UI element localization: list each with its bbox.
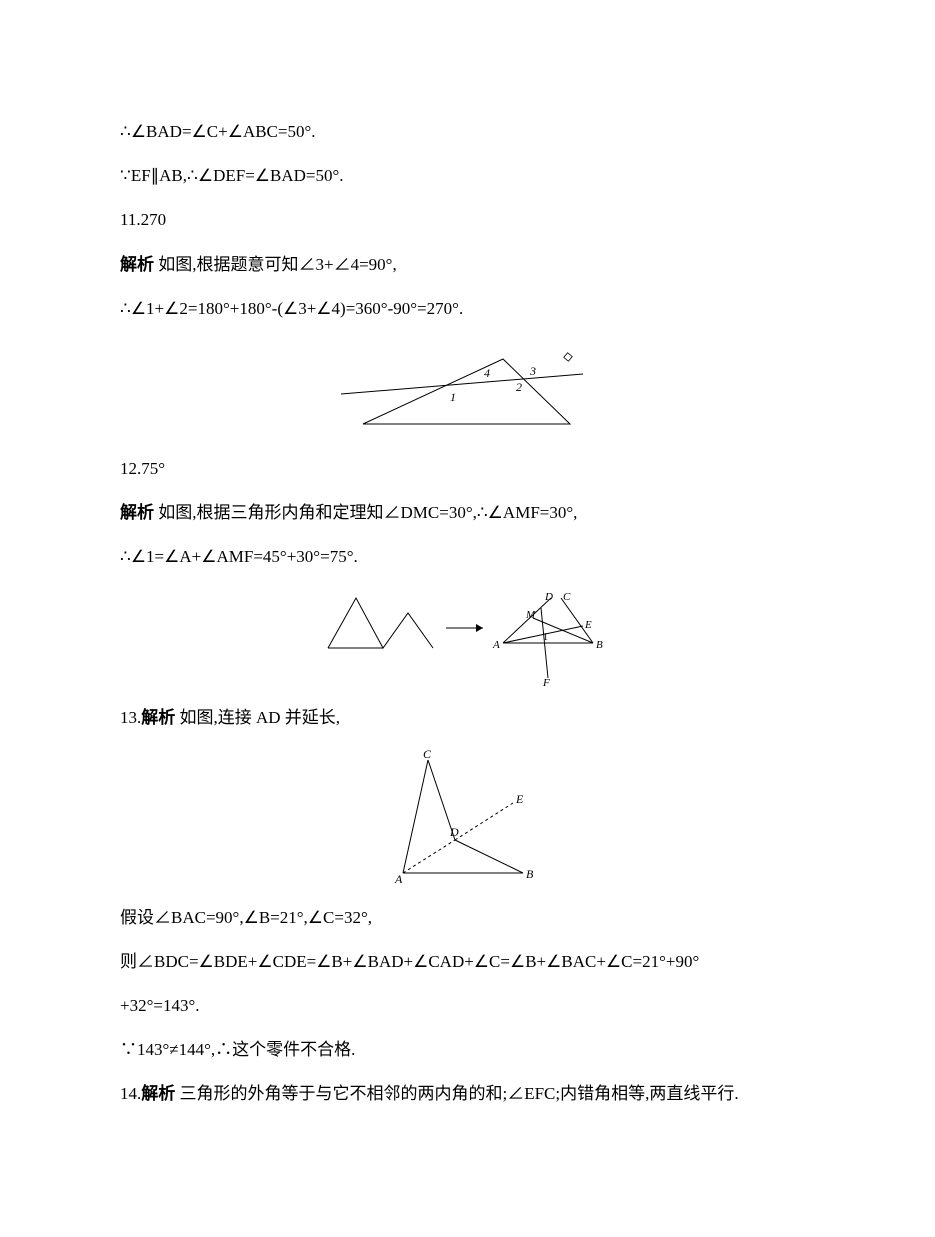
text-prefix: 14. [120, 1084, 141, 1103]
bold-prefix: 解析 [141, 1084, 175, 1103]
svg-text:2: 2 [516, 380, 522, 394]
figure-13: A B C D E [120, 748, 815, 888]
svg-text:C: C [563, 591, 571, 603]
text-line: 解析 如图,根据题意可知∠3+∠4=90°, [120, 243, 815, 287]
svg-text:C: C [423, 748, 432, 761]
svg-text:A: A [394, 872, 403, 886]
text-line: 13.解析 如图,连接 AD 并延长, [120, 696, 815, 740]
text-line: 解析 如图,根据三角形内角和定理知∠DMC=30°,∴∠AMF=30°, [120, 491, 815, 535]
text-line: 则∠BDC=∠BDE+∠CDE=∠B+∠BAD+∠CAD+∠C=∠B+∠BAC+… [120, 940, 815, 984]
bold-prefix: 解析 [120, 503, 154, 522]
svg-text:A: A [492, 639, 500, 651]
text-prefix: 13. [120, 708, 141, 727]
text-line: 14.解析 三角形的外角等于与它不相邻的两内角的和;∠EFC;内错角相等,两直线… [120, 1072, 815, 1116]
text-segment: 如图,连接 AD 并延长, [175, 708, 340, 727]
bold-prefix: 解析 [141, 708, 175, 727]
text-segment: 如图,根据题意可知∠3+∠4=90°, [154, 255, 397, 274]
svg-text:M: M [525, 609, 536, 621]
text-segment: 三角形的外角等于与它不相邻的两内角的和;∠EFC;内错角相等,两直线平行. [175, 1084, 738, 1103]
svg-text:1: 1 [543, 632, 548, 643]
text-line: ∵143°≠144°,∴这个零件不合格. [120, 1028, 815, 1072]
svg-text:B: B [596, 639, 603, 651]
svg-text:D: D [544, 591, 553, 603]
svg-text:E: E [584, 619, 592, 631]
figure-11: 1 2 3 4 [120, 339, 815, 439]
figure-12: A B C D E F M 1 [120, 588, 815, 688]
text-line: 11.270 [120, 198, 815, 242]
text-line: 假设∠BAC=90°,∠B=21°,∠C=32°, [120, 896, 815, 940]
text-line: ∴∠1+∠2=180°+180°-(∠3+∠4)=360°-90°=270°. [120, 287, 815, 331]
text-line: +32°=143°. [120, 984, 815, 1028]
svg-text:F: F [542, 677, 550, 688]
svg-text:4: 4 [484, 366, 490, 380]
text-line: 12.75° [120, 447, 815, 491]
svg-text:3: 3 [529, 364, 536, 378]
bold-prefix: 解析 [120, 255, 154, 274]
svg-text:D: D [449, 825, 459, 839]
text-line: ∴∠BAD=∠C+∠ABC=50°. [120, 110, 815, 154]
svg-text:E: E [515, 792, 524, 806]
text-segment: 如图,根据三角形内角和定理知∠DMC=30°,∴∠AMF=30°, [154, 503, 577, 522]
svg-text:B: B [526, 867, 534, 881]
text-line: ∴∠1=∠A+∠AMF=45°+30°=75°. [120, 535, 815, 579]
text-line: ∵EF∥AB,∴∠DEF=∠BAD=50°. [120, 154, 815, 198]
svg-text:1: 1 [450, 390, 456, 404]
